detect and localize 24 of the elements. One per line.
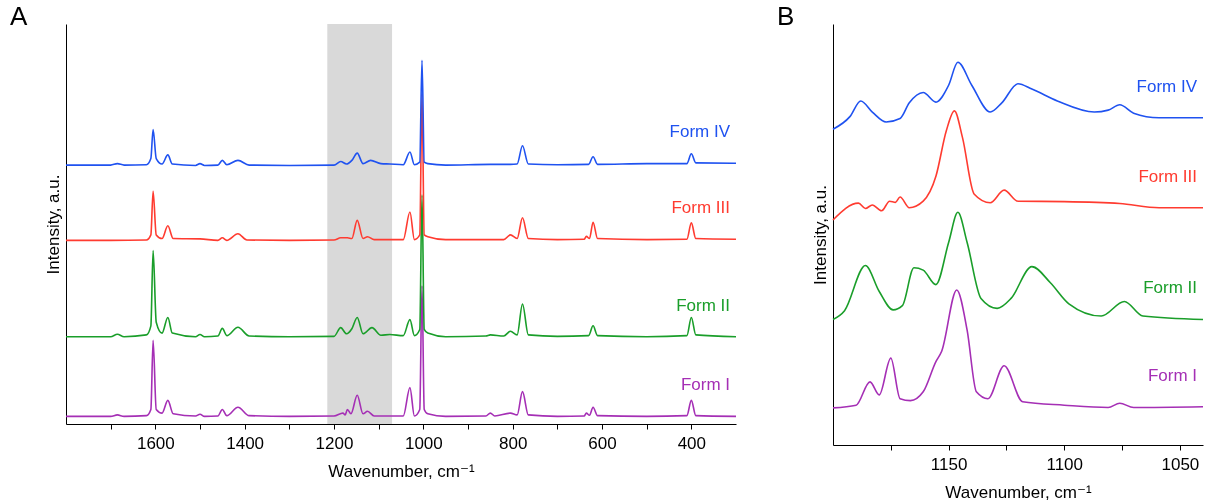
x-tick-label: 800 [498,433,528,453]
chart-title: B [777,1,795,31]
series-label: Form III [671,198,730,218]
x-tick-label: 1100 [1046,454,1084,474]
chart-title: A [10,1,28,31]
x-tick-label: 1150 [930,454,968,474]
series-label: Form II [676,295,730,315]
x-tick-label: 400 [677,433,707,453]
series-label: Form I [680,375,730,395]
y-axis-title: Intensity, a.u. [43,174,63,275]
x-tick-label: 1050 [1161,454,1200,474]
x-tick-label: 1000 [404,433,443,453]
series-label: Form III [1138,166,1197,186]
series-label: Form I [1147,365,1197,385]
x-axis-title: Wavenumber, cm⁻¹ [945,482,1092,502]
x-tick-label: 1600 [136,433,175,453]
y-axis-title: Intensity, a.u. [810,185,830,285]
series-label: Form IV [1136,76,1198,96]
series-label: Form IV [669,122,731,142]
x-tick-label: 1400 [226,433,265,453]
x-tick-label: 1200 [315,433,354,453]
x-axis-title: Wavenumber, cm⁻¹ [328,461,475,481]
x-tick-label: 600 [588,433,617,453]
series-label: Form II [1143,278,1197,298]
